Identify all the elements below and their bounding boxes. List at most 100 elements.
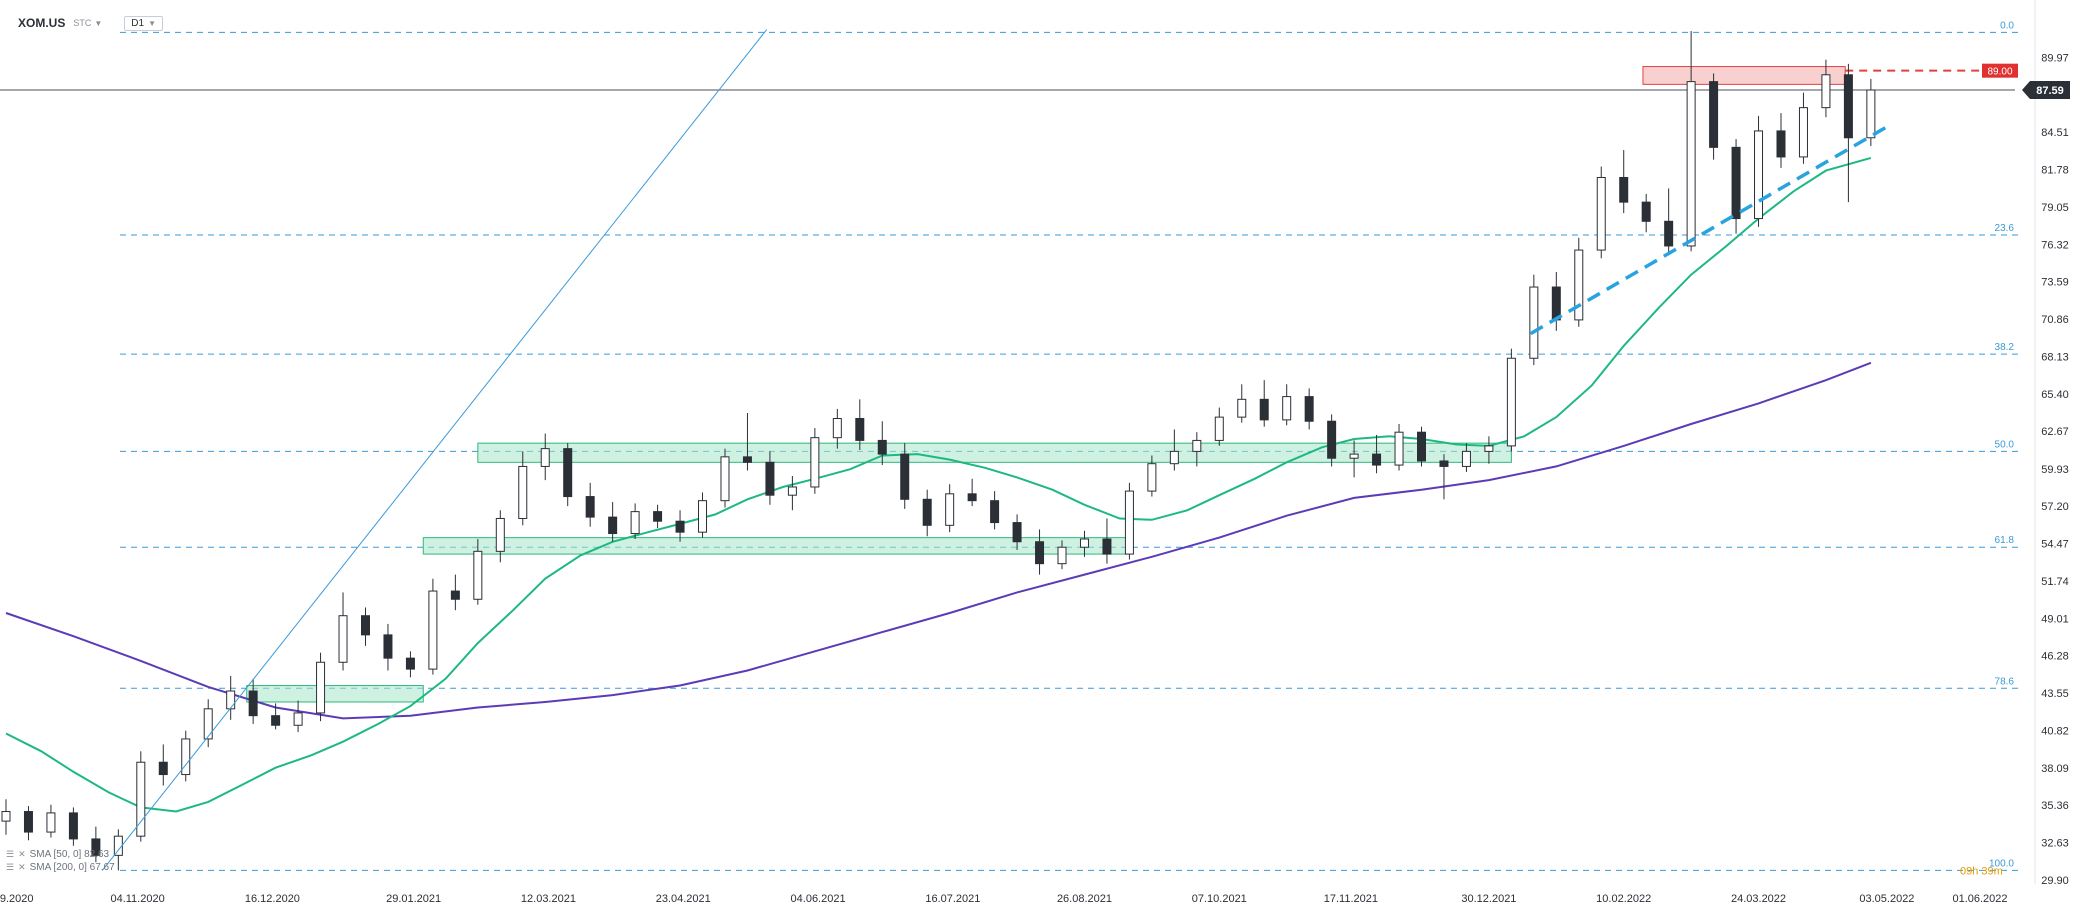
candle-body: [1057, 546, 1067, 565]
candle: [810, 428, 820, 494]
settings-icon[interactable]: ☰: [6, 862, 15, 872]
x-tick-label: 26.08.2021: [1057, 893, 1112, 905]
candle-body: [1012, 522, 1022, 543]
candle-body: [698, 500, 708, 533]
candle-body: [855, 418, 865, 441]
timeframe-dropdown[interactable]: D1 ▼: [124, 15, 163, 31]
legend-row-sma50[interactable]: ☰ ✕ SMA [50, 0] 82.63: [6, 848, 115, 861]
candle: [1641, 193, 1651, 233]
candle-body: [1439, 460, 1449, 467]
candle: [450, 574, 460, 611]
fib-level-label: 38.2: [1995, 342, 2015, 353]
candle-body: [1394, 431, 1404, 466]
candle: [1709, 73, 1719, 160]
candle: [540, 433, 550, 481]
y-tick-label: 54.47: [2041, 539, 2069, 551]
candle: [698, 492, 708, 538]
candle: [1417, 426, 1427, 467]
candle: [428, 578, 438, 675]
y-tick-label: 43.55: [2041, 688, 2069, 700]
chevron-down-icon: ▼: [148, 18, 156, 28]
candle-body: [1192, 439, 1202, 452]
candle: [1282, 384, 1292, 426]
candle-body: [1596, 176, 1606, 251]
candle-body: [1866, 89, 1876, 139]
candle-body: [675, 520, 685, 533]
candle-body: [1147, 463, 1157, 492]
candle: [787, 476, 797, 511]
candle-body: [1259, 398, 1269, 421]
candle: [990, 491, 1000, 530]
candle: [23, 806, 33, 841]
legend-row-sma200[interactable]: ☰ ✕ SMA [200, 0] 67.67: [6, 861, 115, 874]
candle-body: [540, 448, 550, 467]
candle: [1619, 150, 1629, 214]
candle: [158, 744, 168, 786]
indicator-legend: ☰ ✕ SMA [50, 0] 82.63 ☰ ✕ SMA [200, 0] 6…: [6, 848, 115, 874]
candle: [1754, 115, 1764, 227]
candle: [1192, 432, 1202, 467]
candle-body: [1619, 176, 1629, 203]
x-tick-label: 04.11.2020: [110, 893, 164, 905]
candle: [832, 408, 842, 449]
candle-body: [585, 496, 595, 518]
candle-body: [316, 661, 326, 714]
y-tick-label: 40.82: [2041, 725, 2069, 737]
candle: [1574, 237, 1584, 327]
candle-body: [68, 812, 78, 840]
candle-body: [1776, 130, 1786, 158]
x-tick-label: 10.02.2022: [1596, 893, 1651, 905]
candle: [405, 651, 415, 678]
candle: [1506, 348, 1516, 452]
candle-body: [1304, 396, 1314, 422]
close-icon[interactable]: ✕: [18, 862, 26, 872]
settings-icon[interactable]: ☰: [6, 849, 15, 859]
candle-body: [1327, 420, 1337, 459]
y-tick-label: 84.51: [2041, 127, 2069, 139]
candle-body: [765, 461, 775, 496]
x-tick-label: 30.12.2021: [1461, 893, 1516, 905]
symbol-label[interactable]: XOM.US: [18, 16, 66, 30]
candle: [1439, 454, 1449, 500]
candle: [473, 539, 483, 605]
x-tick-label: 04.06.2021: [791, 893, 846, 905]
candle-body: [360, 615, 370, 636]
close-icon[interactable]: ✕: [18, 849, 26, 859]
trendlines[interactable]: [101, 29, 1888, 871]
candle: [383, 623, 393, 671]
demand-zone: [477, 442, 1512, 463]
candle: [1035, 529, 1045, 575]
candle-body: [1664, 220, 1674, 247]
candle-body: [787, 486, 797, 496]
candle: [316, 652, 326, 722]
candle-body: [1035, 541, 1045, 565]
candle-body: [1686, 81, 1696, 247]
candle-body: [518, 465, 528, 519]
candle: [68, 807, 78, 846]
candle: [91, 826, 101, 863]
candle-body: [203, 708, 213, 740]
trendline-dashed: [1529, 125, 1888, 336]
legend-label: SMA [50, 0] 82.63: [29, 849, 110, 860]
candle: [608, 502, 618, 542]
candle: [1664, 188, 1674, 255]
fib-level-label: 50.0: [1995, 439, 2015, 450]
candle: [742, 413, 752, 471]
x-tick-label: 01.06.2022: [1952, 893, 2007, 905]
candle-body: [91, 838, 101, 856]
resistance-tag: [1982, 63, 2018, 78]
candle: [248, 678, 258, 724]
candle: [967, 478, 977, 507]
fib-level-label: 61.8: [1995, 535, 2015, 546]
demand-zone: [246, 685, 424, 703]
candle-body: [338, 615, 348, 663]
source-dropdown[interactable]: STC ▼: [73, 18, 102, 28]
candle-body: [1349, 453, 1359, 459]
y-tick-label: 65.40: [2041, 389, 2069, 401]
x-tick-label: 24.09.2020: [0, 893, 34, 905]
candle-body: [271, 715, 281, 726]
y-tick-label: 70.86: [2041, 314, 2069, 326]
candle-body: [1731, 146, 1741, 220]
fib-level-label: 78.6: [1995, 676, 2015, 687]
